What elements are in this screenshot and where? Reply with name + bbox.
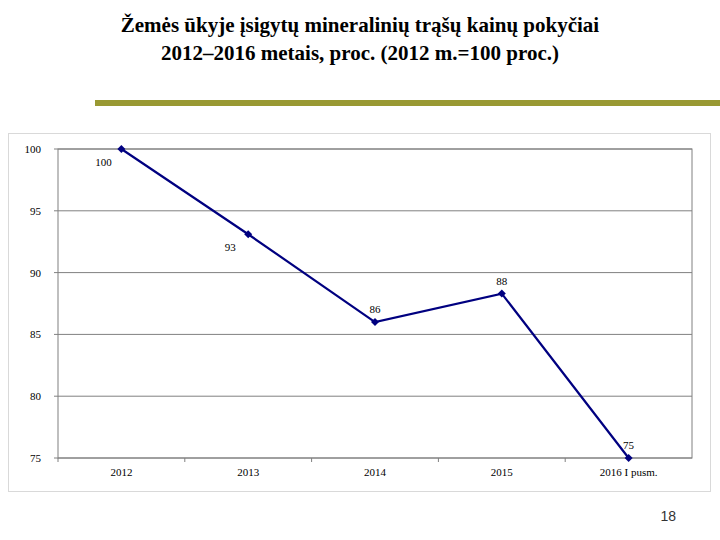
data-marker [371,318,379,326]
x-tick [438,458,439,462]
chart-svg: Žemės ūkyje įsigytų mineralinių trąšų ka… [0,0,720,540]
y-tick-label: 75 [30,452,42,464]
data-label: 86 [370,303,382,315]
y-tick-label: 100 [25,143,42,155]
data-group [117,145,632,462]
title: Žemės ūkyje įsigytų mineralinių trąšų ka… [121,13,600,37]
page-number: 18 [660,508,676,524]
page: Žemės ūkyje įsigytų mineralinių trąšų ka… [0,0,720,540]
data-marker [625,454,633,462]
plot-frame [58,149,692,458]
grid-line [58,334,692,335]
x-tick [565,458,566,462]
x-tick [311,458,312,462]
x-tick-label: 2016 I pusm. [600,466,658,478]
data-line [121,149,628,458]
grid-line [58,272,692,273]
data-marker [117,145,125,153]
data-label: 88 [496,275,508,287]
grid-line [58,396,692,397]
y-tick [54,210,58,211]
x-tick-label: 2012 [110,466,132,478]
title: 2012–2016 metais, proc. (2012 m.=100 pro… [161,41,559,65]
data-marker [244,230,252,238]
y-tick [54,396,58,397]
x-tick [58,458,59,462]
data-label: 75 [623,439,635,451]
y-tick [54,272,58,273]
y-tick [54,334,58,335]
y-tick-label: 90 [30,267,42,279]
y-tick-label: 80 [30,390,42,402]
data-marker [498,290,506,298]
x-tick-label: 2013 [237,466,260,478]
y-tick-label: 95 [30,205,42,217]
y-tick-label: 85 [30,328,42,340]
x-tick-label: 2015 [491,466,514,478]
chart-area [9,134,711,492]
data-label: 100 [95,156,112,168]
header-bar [95,100,720,106]
y-tick [54,149,58,150]
grid-line [58,210,692,211]
x-tick [184,458,185,462]
data-label: 93 [225,241,237,253]
y-tick [54,458,58,459]
x-tick-label: 2014 [364,466,387,478]
